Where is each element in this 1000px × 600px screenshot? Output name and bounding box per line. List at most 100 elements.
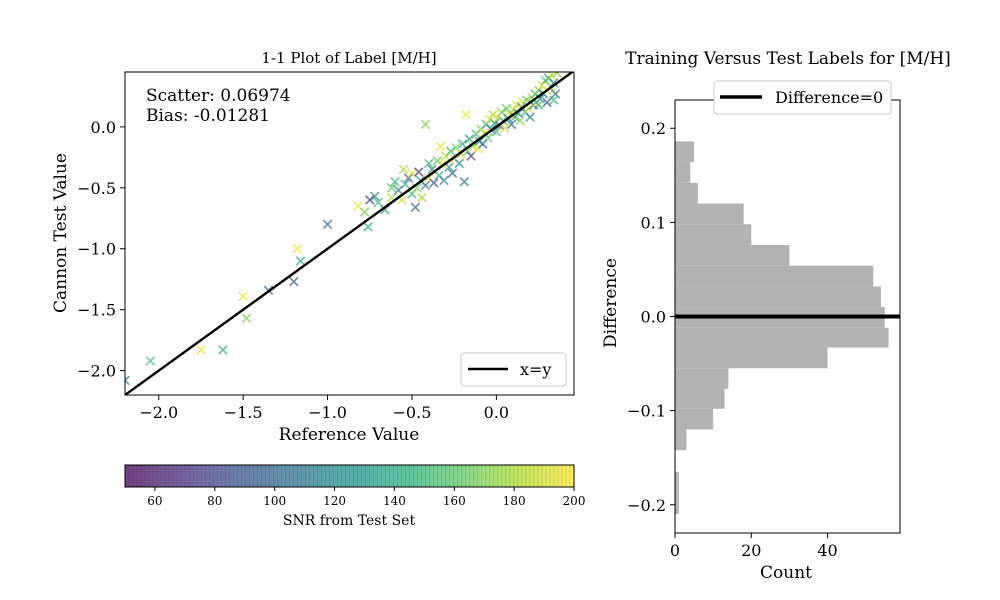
scatter-point xyxy=(403,173,414,183)
histogram-bar xyxy=(675,286,881,308)
scatter-point xyxy=(437,158,448,169)
scatter-point xyxy=(461,109,471,120)
colorbar-tick-label: 140 xyxy=(383,494,406,508)
scatter-point xyxy=(363,221,373,232)
colorbar-tick-label: 60 xyxy=(147,494,162,508)
histogram-ylabel: Difference xyxy=(601,258,621,348)
colorbar-ticks: 60 80 100 120 140 160 180 200 xyxy=(147,487,585,508)
histogram-x-tick-label: 0 xyxy=(670,541,680,560)
scatter-point xyxy=(218,345,228,355)
scatter-x-tick-label: 0.0 xyxy=(484,403,509,422)
scatter-point xyxy=(380,204,390,215)
scatter-points xyxy=(125,72,562,386)
scatter-axes-frame xyxy=(124,71,575,396)
scatter-point xyxy=(424,158,434,169)
scatter-point xyxy=(125,375,130,386)
scatter-point xyxy=(548,95,559,105)
scatter-point xyxy=(420,180,431,191)
colorbar-tick-label: 100 xyxy=(263,494,286,508)
scatter-point xyxy=(464,134,475,144)
scatter-panel: 1-1 Plot of Label [M/H] −2.0 −1.5 −1.0 −0.5… xyxy=(51,49,575,445)
histogram-bar xyxy=(675,244,790,266)
scatter-y-tick-label: −1.5 xyxy=(77,301,116,320)
scatter-point xyxy=(515,115,525,126)
histogram-xlabel: Count xyxy=(760,563,812,583)
scatter-point xyxy=(322,219,333,230)
scatter-legend-label: x=y xyxy=(520,360,551,379)
histogram-bar xyxy=(675,388,725,409)
colorbar-stripes xyxy=(124,465,575,487)
scatter-point xyxy=(400,179,411,189)
scatter-point xyxy=(439,175,449,186)
scatter-point xyxy=(386,182,397,193)
histogram-x-tick-label: 20 xyxy=(741,541,761,560)
scatter-point xyxy=(241,313,252,324)
scatter-y-tick-label: −2.0 xyxy=(77,362,116,381)
scatter-title: 1-1 Plot of Label [M/H] xyxy=(261,49,436,67)
scatter-point xyxy=(435,141,446,152)
histogram-bar xyxy=(675,265,874,287)
colorbar-frame xyxy=(124,464,575,488)
identity-line xyxy=(125,72,574,395)
scatter-point xyxy=(429,178,439,188)
scatter-point xyxy=(390,176,400,187)
histogram-bar xyxy=(675,368,729,389)
scatter-point xyxy=(499,123,510,133)
scatter-point xyxy=(525,112,535,122)
scatter-point xyxy=(196,345,206,355)
histogram-bar xyxy=(675,203,744,225)
colorbar-label: SNR from Test Set xyxy=(283,513,416,529)
scatter-point xyxy=(533,100,544,110)
scatter-point xyxy=(457,139,468,149)
histogram-bar xyxy=(675,471,679,515)
scatter-point xyxy=(292,243,302,254)
colorbar-tick-label: 80 xyxy=(207,494,222,508)
scatter-x-tick-label: −0.5 xyxy=(393,403,432,422)
colorbar-tick-label: 120 xyxy=(323,494,346,508)
scatter-y-tick-label: −1.0 xyxy=(77,240,116,259)
histogram-legend-label: Difference=0 xyxy=(775,88,883,107)
scatter-point xyxy=(413,167,424,177)
scatter-point xyxy=(370,191,380,202)
histogram-title: Training Versus Test Labels for [M/H] xyxy=(625,49,951,69)
bias-stat: Bias: -0.01281 xyxy=(146,106,270,126)
colorbar: 60 80 100 120 140 160 180 200 SNR from Test Set xyxy=(124,464,585,529)
scatter-point xyxy=(432,156,443,166)
histogram-y-tick-label: −0.2 xyxy=(627,496,666,515)
colorbar-tick-label: 200 xyxy=(563,494,586,508)
scatter-point xyxy=(479,128,490,138)
scatter-point xyxy=(552,72,562,79)
histogram-bar xyxy=(675,224,752,245)
scatter-point xyxy=(417,192,427,203)
scatter-point xyxy=(359,207,370,217)
scatter-point xyxy=(364,195,375,205)
scatter-point xyxy=(488,109,498,120)
scatter-y-tick-label: −0.5 xyxy=(77,179,116,198)
histogram-y-ticks: −0.2 −0.1 0.0 0.1 0.2 xyxy=(627,119,675,515)
histogram-legend: Difference=0 xyxy=(713,80,892,115)
scatter-legend: x=y xyxy=(460,352,567,387)
scatter-x-tick-label: −1.0 xyxy=(308,403,347,422)
scatter-point xyxy=(548,78,559,88)
colorbar-tick-label: 180 xyxy=(503,494,526,508)
colorbar-gradient xyxy=(125,465,574,487)
histogram-bar xyxy=(675,408,714,430)
histogram-panel: Training Versus Test Labels for [M/H] 0 2… xyxy=(601,49,951,583)
scatter-point xyxy=(145,356,156,366)
histogram-bar xyxy=(675,327,889,348)
histogram-legend-box xyxy=(713,80,892,115)
scatter-point xyxy=(410,202,421,213)
scatter-point xyxy=(467,141,478,152)
scatter-x-tick-label: −1.5 xyxy=(224,403,263,422)
scatter-point xyxy=(445,146,456,157)
histogram-x-ticks: 0 20 40 xyxy=(670,533,838,560)
histogram-bar xyxy=(675,429,687,451)
histogram-bars xyxy=(675,141,889,515)
histogram-bar xyxy=(675,182,698,204)
scatter-stat: Scatter: 0.06974 xyxy=(146,86,291,106)
scatter-point xyxy=(550,89,561,99)
histogram-y-tick-label: −0.1 xyxy=(627,402,666,421)
scatter-point xyxy=(288,276,299,287)
colorbar-tick-label: 160 xyxy=(443,494,466,508)
